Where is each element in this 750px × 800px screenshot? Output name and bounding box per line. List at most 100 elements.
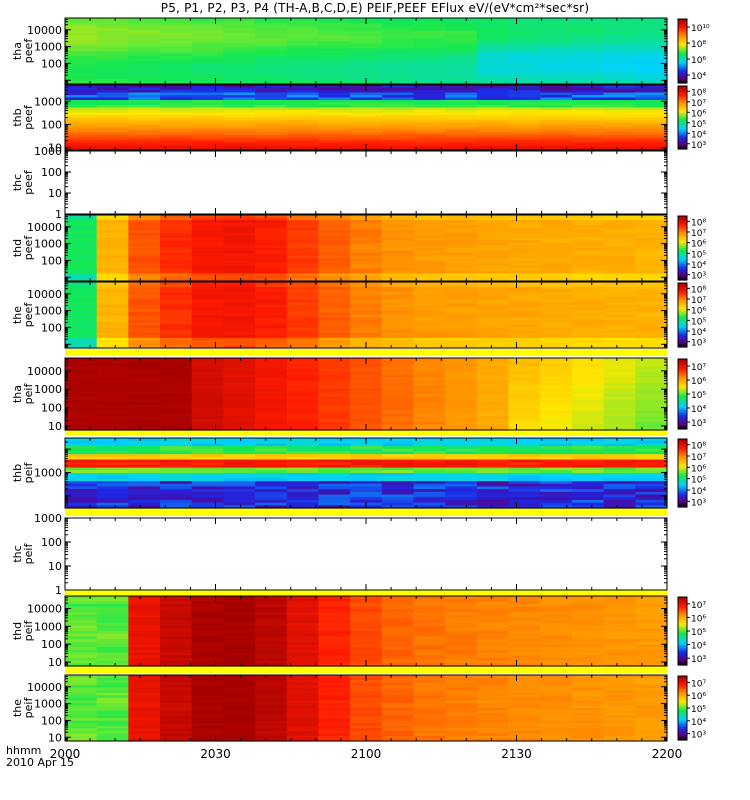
heatmap-cell bbox=[413, 718, 446, 722]
heatmap-cell bbox=[65, 45, 98, 50]
heatmap-cell bbox=[381, 307, 415, 311]
heatmap-cell bbox=[603, 622, 636, 627]
heatmap-cell bbox=[508, 28, 541, 32]
heatmap-cell bbox=[318, 402, 351, 406]
heatmap-cell bbox=[318, 145, 351, 149]
heatmap-cell bbox=[540, 622, 573, 627]
heatmap-cell bbox=[413, 327, 446, 331]
heatmap-cell bbox=[350, 260, 383, 264]
heatmap-cell bbox=[128, 427, 161, 431]
heatmap-cell bbox=[635, 424, 668, 428]
heatmap-cell bbox=[223, 302, 256, 306]
heatmap-cell bbox=[191, 371, 225, 376]
heatmap-cell bbox=[223, 675, 256, 679]
heatmap-cell bbox=[635, 240, 668, 244]
heatmap-cell bbox=[508, 494, 541, 498]
heatmap-cell bbox=[255, 385, 288, 390]
heatmap-cell bbox=[255, 263, 288, 267]
heatmap-cell bbox=[318, 687, 351, 691]
heatmap-cell bbox=[476, 631, 510, 635]
heatmap-cell bbox=[508, 105, 541, 109]
heatmap-cell bbox=[413, 609, 446, 613]
heatmap-cell bbox=[381, 282, 415, 286]
heatmap-cell bbox=[350, 456, 383, 461]
heatmap-cell bbox=[381, 248, 415, 252]
heatmap-cell bbox=[381, 87, 415, 91]
heatmap-cell bbox=[65, 340, 98, 344]
heatmap-cell bbox=[540, 90, 573, 94]
heatmap-cell bbox=[350, 235, 383, 239]
heatmap-cell bbox=[476, 710, 510, 714]
heatmap-cell bbox=[191, 23, 225, 27]
heatmap-cell bbox=[128, 260, 161, 264]
heatmap-cell bbox=[413, 388, 446, 392]
heatmap-cell bbox=[508, 337, 541, 341]
heatmap-cell bbox=[96, 35, 129, 39]
heatmap-cell bbox=[191, 622, 225, 627]
heatmap-cell bbox=[191, 33, 225, 37]
heatmap-cell bbox=[318, 620, 351, 624]
heatmap-cell bbox=[160, 40, 193, 44]
heatmap-cell bbox=[635, 263, 668, 267]
heatmap-cell bbox=[160, 730, 193, 734]
heatmap-cell bbox=[255, 275, 288, 280]
heatmap-cell bbox=[445, 494, 478, 498]
heatmap-cell bbox=[350, 609, 383, 613]
heatmap-cell bbox=[476, 677, 510, 681]
heatmap-cell bbox=[445, 715, 478, 719]
heatmap-cell bbox=[128, 92, 161, 96]
heatmap-cell bbox=[350, 95, 383, 99]
heatmap-cell bbox=[128, 287, 161, 291]
heatmap-cell bbox=[65, 20, 98, 24]
heatmap-cell bbox=[223, 253, 256, 257]
heatmap-cell bbox=[476, 388, 510, 392]
heatmap-cell bbox=[96, 260, 129, 264]
heatmap-cell bbox=[128, 297, 161, 301]
heatmap-cell bbox=[191, 107, 225, 111]
heatmap-cell bbox=[191, 220, 225, 224]
heatmap-cell bbox=[445, 491, 478, 496]
heatmap-cell bbox=[128, 58, 161, 62]
heatmap-cell bbox=[223, 76, 256, 80]
heatmap-cell bbox=[65, 242, 98, 247]
heatmap-cell bbox=[476, 235, 510, 239]
heatmap-cell bbox=[65, 147, 98, 151]
heatmap-cell bbox=[286, 494, 320, 498]
heatmap-cell bbox=[96, 687, 129, 691]
heatmap-cell bbox=[445, 405, 478, 409]
heatmap-cell bbox=[255, 682, 288, 686]
heatmap-cell bbox=[191, 215, 225, 219]
heatmap-cell bbox=[635, 292, 668, 296]
heatmap-cell bbox=[445, 660, 478, 664]
heatmap-cell bbox=[508, 255, 541, 259]
heatmap-cell bbox=[603, 337, 636, 341]
heatmap-cell bbox=[191, 675, 225, 679]
heatmap-cell bbox=[318, 470, 351, 474]
heatmap-cell bbox=[160, 115, 193, 119]
heatmap-cell bbox=[603, 448, 636, 453]
heatmap-cell bbox=[350, 227, 383, 231]
heatmap-cell bbox=[286, 294, 320, 298]
heatmap-cell bbox=[128, 107, 161, 111]
heatmap-cell bbox=[476, 40, 510, 44]
heatmap-cell bbox=[128, 312, 161, 316]
heatmap-cell bbox=[381, 137, 415, 141]
heatmap-cell bbox=[635, 45, 668, 50]
heatmap-cell bbox=[381, 609, 415, 613]
heatmap-cell bbox=[603, 396, 636, 401]
heatmap-cell bbox=[286, 405, 320, 409]
heatmap-cell bbox=[508, 58, 541, 62]
heatmap-cell bbox=[160, 663, 193, 667]
heatmap-cell bbox=[635, 135, 668, 139]
heatmap-cell bbox=[191, 438, 225, 442]
heatmap-cell bbox=[413, 237, 446, 241]
heatmap-cell bbox=[160, 402, 193, 406]
heatmap-cell bbox=[286, 263, 320, 267]
heatmap-cell bbox=[603, 112, 636, 116]
heatmap-cell bbox=[445, 345, 478, 349]
heatmap-cell bbox=[445, 137, 478, 141]
heatmap-cell bbox=[508, 685, 541, 689]
heatmap-cell bbox=[255, 622, 288, 627]
heatmap-cell bbox=[65, 270, 98, 274]
heatmap-cell bbox=[128, 416, 161, 420]
